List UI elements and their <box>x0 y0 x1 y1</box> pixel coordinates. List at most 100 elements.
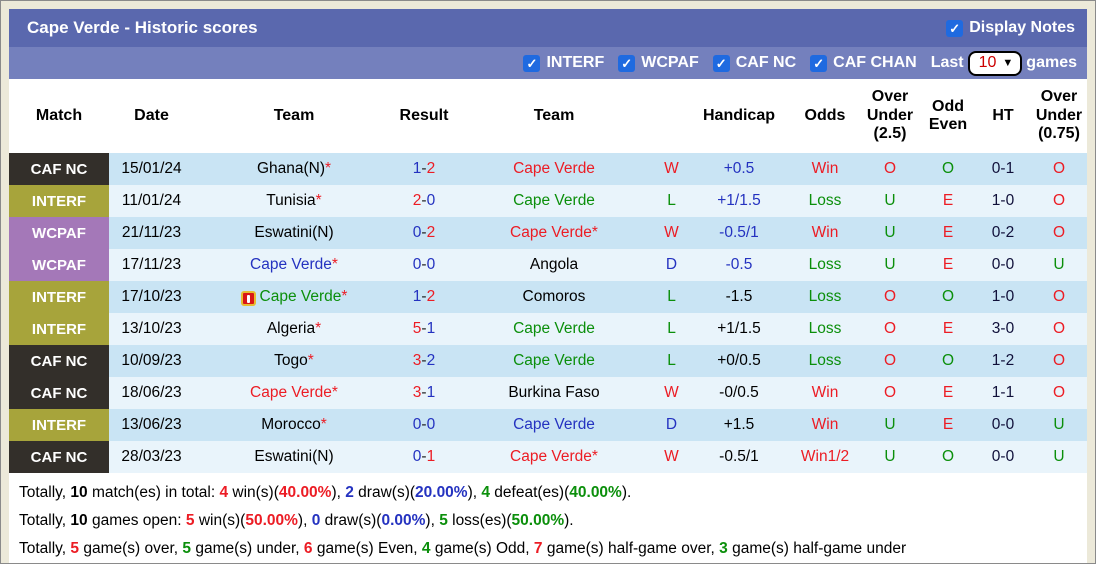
last-games-control: Last 10 ▼ games <box>931 50 1077 76</box>
handicap-value: +0/0.5 <box>717 352 761 369</box>
half-time-score: 3-0 <box>991 320 1015 337</box>
over-under-25: U <box>884 224 896 241</box>
col-header-date: Date <box>134 106 169 124</box>
col-header-match: Match <box>35 106 83 124</box>
home-team: Cape Verde* <box>194 288 394 307</box>
odds-result: Win <box>811 384 839 401</box>
over-under-25: U <box>884 416 896 433</box>
competition-badge: INTERF <box>9 313 109 345</box>
over-under-075: U <box>1053 416 1065 433</box>
home-team: Cape Verde* <box>250 256 338 273</box>
filter-interf[interactable]: ✓ INTERF <box>523 54 604 72</box>
competition-badge: INTERF <box>9 281 109 313</box>
over-under-075: O <box>1052 160 1066 177</box>
home-team: Togo* <box>274 352 314 369</box>
checkbox-checked-icon[interactable]: ✓ <box>810 54 828 72</box>
odd-even: O <box>941 352 955 369</box>
result-score: 0-2 <box>412 224 436 241</box>
filter-caf-chan[interactable]: ✓ CAF CHAN <box>810 54 917 72</box>
handicap-value: -1.5 <box>725 288 753 305</box>
over-under-075: O <box>1052 192 1066 209</box>
asterisk-marker: * <box>331 256 338 273</box>
checkbox-checked-icon[interactable]: ✓ <box>712 54 730 72</box>
handicap-value: -0/0.5 <box>719 384 759 401</box>
col-header-team1: Team <box>273 106 315 124</box>
odds-result: Win <box>811 224 839 241</box>
table-row: INTERF 13/06/23 Morocco* 0-0 Cape Verde D +1.5… <box>9 409 1087 441</box>
games-label: games <box>1026 54 1077 71</box>
wld-letter: L <box>667 288 676 305</box>
result-score: 2-0 <box>412 192 436 209</box>
filter-wcpaf[interactable]: ✓ WCPAF <box>618 54 699 72</box>
last-games-select[interactable]: 10 ▼ <box>967 50 1023 76</box>
match-date: 17/11/23 <box>121 256 182 273</box>
odds-result: Loss <box>808 288 842 305</box>
scores-table: Match Date Team Result Team Handicap Odd… <box>9 79 1087 473</box>
away-team: Cape Verde <box>513 320 595 337</box>
competition-badge: CAF NC <box>9 345 109 377</box>
filter-wcpaf-label: WCPAF <box>641 54 699 71</box>
handicap-value: -0.5/1 <box>719 448 759 465</box>
chevron-down-icon: ▼ <box>1002 56 1014 69</box>
competition-badge: WCPAF <box>9 249 109 281</box>
wld-letter: D <box>665 416 678 433</box>
away-team: Cape Verde <box>513 416 595 433</box>
table-row: WCPAF 17/11/23 Cape Verde* 0-0 Angola D -0.5 Lo… <box>9 249 1087 281</box>
checkbox-checked-icon[interactable]: ✓ <box>523 54 541 72</box>
match-date: 17/10/23 <box>121 288 182 305</box>
odds-result: Loss <box>808 352 842 369</box>
match-date: 13/10/23 <box>121 320 182 337</box>
table-row: CAF NC 18/06/23 Cape Verde* 3-1 Burkina Faso… <box>9 377 1087 409</box>
half-time-score: 1-0 <box>991 192 1015 209</box>
col-header-ht: HT <box>992 106 1014 124</box>
home-team: Ghana(N)* <box>256 160 332 177</box>
over-under-25: U <box>884 256 896 273</box>
checkbox-checked-icon[interactable]: ✓ <box>618 54 636 72</box>
col-header-handicap: Handicap <box>702 106 775 124</box>
half-time-score: 1-0 <box>991 288 1015 305</box>
col-header-odds: Odds <box>804 106 846 124</box>
result-score: 0-1 <box>412 448 436 465</box>
col-header-odd-even: Odd Even <box>928 97 968 133</box>
table-body: CAF NC 15/01/24 Ghana(N)* 1-2 Cape Verde W +0.… <box>9 153 1087 473</box>
col-header-over-under-25: Over Under (2.5) <box>866 88 914 143</box>
summary-notes: Totally, 10 match(es) in total: 4 win(s)… <box>9 473 1087 563</box>
handicap-value: +1.5 <box>723 416 755 433</box>
table-row: CAF NC 28/03/23 Eswatini(N) 0-1 Cape Verde* W… <box>9 441 1087 473</box>
display-notes-label: Display Notes <box>969 19 1075 36</box>
checkbox-checked-icon[interactable]: ✓ <box>946 19 964 37</box>
filter-caf-nc[interactable]: ✓ CAF NC <box>712 54 796 72</box>
result-score: 1-2 <box>412 288 436 305</box>
match-date: 15/01/24 <box>121 160 182 177</box>
wld-letter: L <box>667 320 676 337</box>
away-team: Cape Verde <box>513 160 595 177</box>
match-date: 10/09/23 <box>121 352 182 369</box>
wld-letter: L <box>667 192 676 209</box>
match-date: 11/01/24 <box>121 192 182 209</box>
wld-letter: W <box>664 448 679 465</box>
over-under-25: O <box>883 384 897 401</box>
result-score: 3-2 <box>412 352 436 369</box>
competition-badge: WCPAF <box>9 217 109 249</box>
handicap-value: +0.5 <box>723 160 755 177</box>
home-team: Morocco* <box>261 416 327 433</box>
odds-result: Win <box>811 416 839 433</box>
col-header-over-under-075: Over Under (0.75) <box>1035 88 1083 143</box>
over-under-25: O <box>883 320 897 337</box>
asterisk-marker: * <box>325 160 332 177</box>
handicap-value: -0.5 <box>725 256 753 273</box>
odds-result: Win1/2 <box>800 448 850 465</box>
over-under-075: O <box>1052 288 1066 305</box>
summary-line-total: Totally, 10 match(es) in total: 4 win(s)… <box>19 484 632 501</box>
handicap-value: -0.5/1 <box>719 224 759 241</box>
result-score: 0-0 <box>412 416 436 433</box>
asterisk-marker: * <box>307 352 314 369</box>
over-under-075: O <box>1052 320 1066 337</box>
half-time-score: 0-1 <box>991 160 1015 177</box>
odd-even: E <box>942 256 954 273</box>
display-notes-toggle[interactable]: ✓ Display Notes <box>946 19 1075 37</box>
last-games-value: 10 <box>978 53 997 71</box>
handicap-value: +1/1.5 <box>717 320 761 337</box>
result-score: 0-0 <box>412 256 436 273</box>
